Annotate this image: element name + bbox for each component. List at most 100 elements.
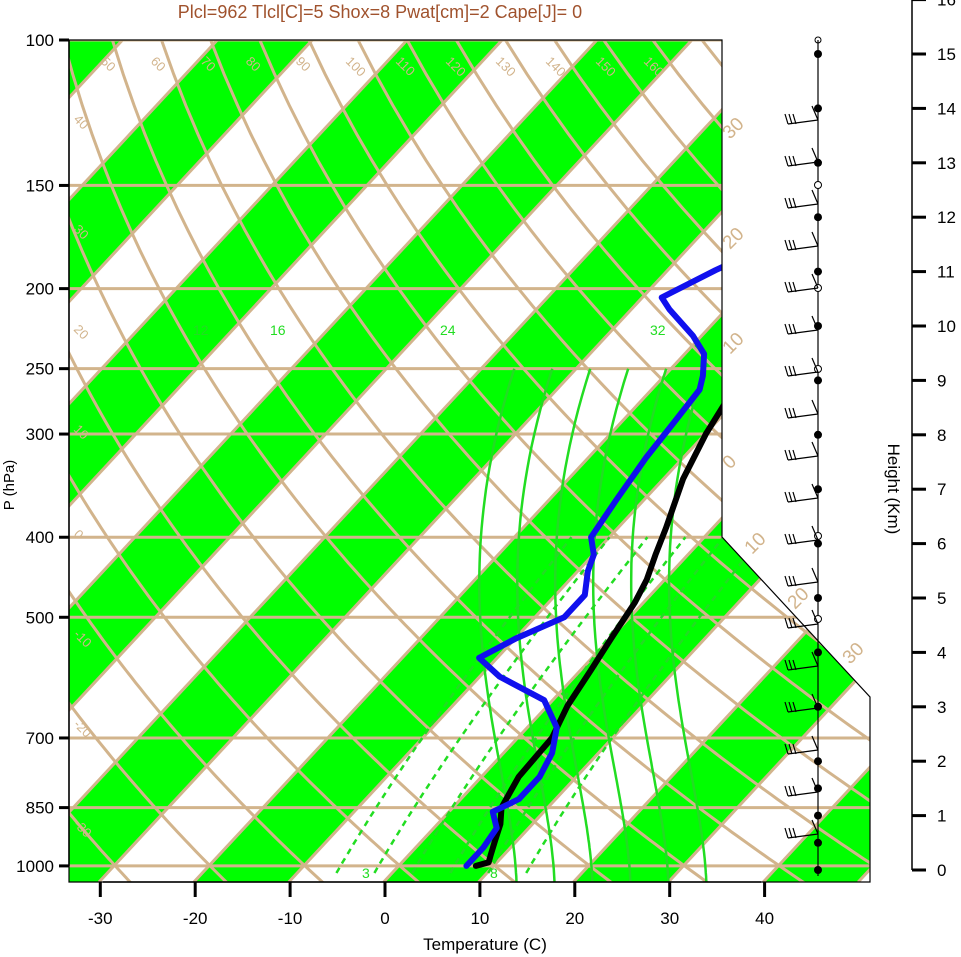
dry-adiabat-line [258,40,870,882]
y-tick-label: 150 [26,176,54,195]
height-tick-label: 16 [937,0,956,10]
height-tick-label: 0 [937,861,946,880]
y-tick-label: 850 [26,799,54,818]
height-tick-label: 15 [937,45,956,64]
wind-barb [784,147,819,167]
height-tick-label: 5 [937,589,946,608]
height-axis-label: Height (Km) [884,444,903,535]
y-tick-label: 300 [26,425,54,444]
x-tick-label: 20 [565,909,584,928]
isotherm-line [69,40,693,882]
wind-level-dot [814,213,822,222]
y-tick-label: 400 [26,528,54,547]
x-tick-label: -20 [183,909,208,928]
isotherm-line [69,40,219,882]
wind-level-dot [814,376,822,385]
wind-barb [784,525,819,545]
mixing-ratio-line [487,536,725,874]
isotherm-label: 60 [148,54,169,75]
y-tick-label: 200 [26,280,54,299]
isotherm-line [69,40,504,882]
wind-barb [784,693,819,713]
adiabat-label: 0 [71,527,87,543]
height-tick-label: 4 [937,643,946,662]
y-tick-label: 100 [26,31,54,50]
height-tick-label: 8 [937,426,946,445]
wind-level-dot [814,838,822,847]
height-tick-label: 11 [937,263,955,282]
mixing-ratio-label: 8 [490,865,498,881]
dry-adiabat-line [69,40,710,882]
height-tick-label: 10 [937,317,956,336]
mixing-ratio-label: 24 [440,322,456,338]
wind-barb [784,777,819,797]
chart-title: Plcl=962 Tlcl[C]=5 Shox=8 Pwat[cm]=2 Cap… [178,2,582,22]
isotherm-label: 100 [343,54,369,80]
isotherm-line [69,40,599,882]
wind-barb [784,357,819,377]
y-axis-label: P (hPa) [1,460,18,511]
x-tick-label: 40 [755,909,774,928]
isotherm-line [69,40,788,882]
dry-adiabat-line [69,40,325,882]
green-bands [69,40,870,882]
height-tick-label: 9 [937,371,946,390]
wind-barb [784,105,819,125]
x-axis: -30 -20 -10 0 10 20 30 40 [88,881,774,928]
dry-adiabat-line [69,40,229,882]
mixing-ratio-line [411,536,649,874]
plot-background [69,40,870,882]
isotherm-line [762,40,870,882]
wind-barb [784,441,819,461]
wind-barb [784,651,819,671]
height-tick-label: 2 [937,752,946,771]
height-tick-label: 13 [937,154,956,173]
wind-barb [784,735,819,755]
mixing-ratio-line [373,536,611,874]
dry-adiabat-line [110,40,806,882]
dry-adiabat-line [69,40,614,882]
mixing-ratio-label: 32 [650,322,666,338]
y-axis: 100 150 200 250 300 400 500 700 850 1000 [16,31,70,876]
wind-level-dot [814,104,822,113]
dry-adiabat-line [69,40,422,882]
wind-barb [784,819,819,839]
height-tick-label: 1 [937,807,946,826]
y-tick-label: 1000 [16,857,54,876]
moist-adiabat-line [629,368,670,882]
wind-barb [784,399,819,419]
moist-adiabat-line [591,368,632,882]
skew-label: 10 [741,529,771,559]
green-band [763,40,870,882]
x-tick-label: -10 [278,909,303,928]
moist-lines [335,368,763,882]
green-band [69,40,313,882]
wind-level-dot [814,811,822,820]
wind-barb [784,231,819,251]
dry-adiabat-line [69,40,518,882]
mixing-ratio-line [449,536,687,874]
mixing-ratio-label: 12 [193,322,209,338]
x-axis-label: Temperature (C) [423,935,547,954]
mixing-ratio-line [525,536,763,874]
isotherm-line [667,40,870,882]
height-tick-label: 14 [937,99,956,118]
wind-barb [784,567,819,587]
y-tick-label: 700 [26,729,54,748]
x-tick-label: 30 [660,909,679,928]
isotherm-line [69,40,314,882]
wind-level-dot [814,430,822,439]
green-band [69,40,692,882]
green-band [573,40,870,882]
wind-level-dot [814,50,822,58]
skew-label: 30 [719,114,749,144]
sounding-profiles [463,64,870,869]
wind-barb [784,483,819,503]
wind-barb [784,189,819,209]
y-tick-label: 250 [26,360,54,379]
green-band [69,40,503,882]
wind-column [784,36,822,876]
isotherm-line [69,40,409,882]
